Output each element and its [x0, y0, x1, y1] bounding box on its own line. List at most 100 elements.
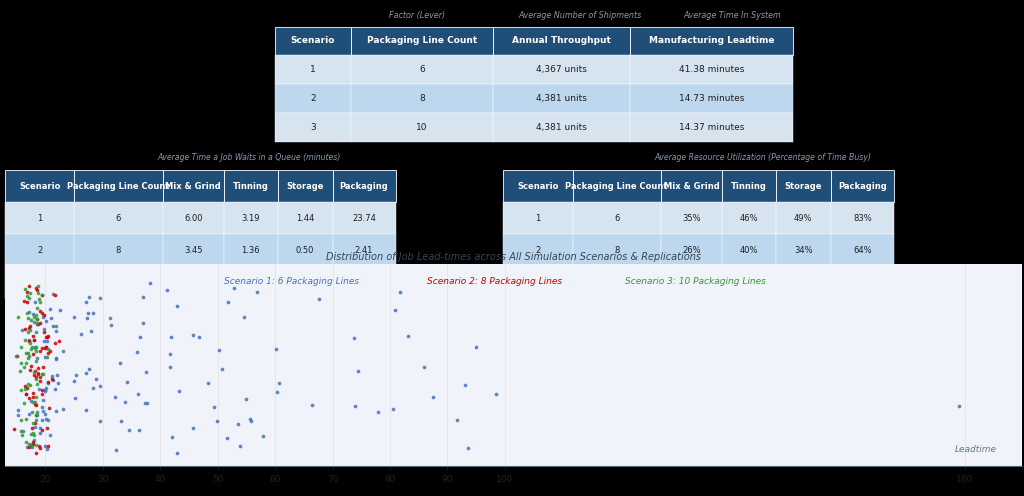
Point	[80, 310, 96, 317]
Point	[171, 387, 187, 395]
Point	[26, 389, 42, 397]
Point	[85, 309, 101, 317]
FancyBboxPatch shape	[163, 267, 223, 299]
Point	[78, 298, 94, 306]
Text: 3.45: 3.45	[184, 246, 203, 255]
Point	[29, 315, 45, 323]
Point	[25, 350, 41, 358]
Point	[39, 333, 55, 341]
Text: 1: 1	[37, 214, 42, 223]
Text: Mix & Grind: Mix & Grind	[664, 182, 719, 190]
Point	[135, 293, 152, 301]
Point	[28, 419, 44, 427]
Text: 3.22: 3.22	[184, 278, 203, 287]
Point	[345, 334, 361, 342]
Point	[20, 308, 37, 315]
Point	[26, 429, 42, 437]
Point	[91, 382, 108, 390]
Text: 35%: 35%	[682, 214, 700, 223]
Point	[135, 319, 152, 327]
FancyBboxPatch shape	[494, 27, 631, 56]
Point	[28, 449, 44, 457]
Text: 4,381 units: 4,381 units	[537, 94, 588, 103]
Point	[29, 411, 45, 419]
Text: 10: 10	[417, 123, 428, 132]
Text: 4,381 units: 4,381 units	[537, 123, 588, 132]
Point	[26, 393, 42, 401]
Point	[22, 336, 38, 344]
Point	[17, 359, 34, 367]
Point	[34, 390, 50, 398]
Point	[162, 351, 178, 359]
FancyBboxPatch shape	[278, 235, 333, 267]
Text: 64%: 64%	[853, 246, 871, 255]
Point	[42, 306, 58, 313]
Point	[457, 380, 473, 388]
FancyBboxPatch shape	[351, 113, 494, 142]
Point	[102, 321, 119, 329]
Point	[29, 354, 45, 362]
Point	[81, 293, 97, 301]
Point	[48, 326, 65, 334]
Text: 14.37 minutes: 14.37 minutes	[679, 123, 744, 132]
Point	[38, 343, 54, 351]
Point	[45, 375, 61, 383]
Text: 10: 10	[611, 278, 622, 287]
Point	[24, 397, 40, 405]
FancyBboxPatch shape	[494, 113, 631, 142]
FancyBboxPatch shape	[722, 267, 776, 299]
Point	[23, 326, 39, 334]
FancyBboxPatch shape	[5, 267, 75, 299]
Point	[30, 289, 46, 297]
Text: 8: 8	[116, 246, 121, 255]
Point	[220, 298, 237, 306]
Text: 2.32: 2.32	[354, 278, 374, 287]
Point	[48, 355, 65, 363]
FancyBboxPatch shape	[274, 113, 351, 142]
Point	[45, 290, 61, 298]
Text: Manufacturing Leadtime: Manufacturing Leadtime	[649, 37, 774, 46]
Point	[88, 375, 104, 383]
Point	[370, 408, 386, 416]
Point	[26, 336, 42, 344]
Point	[132, 333, 148, 341]
Point	[49, 372, 66, 379]
Point	[139, 399, 156, 407]
Point	[387, 307, 403, 314]
Point	[30, 370, 46, 377]
FancyBboxPatch shape	[5, 202, 75, 235]
Point	[35, 313, 51, 321]
Point	[24, 345, 40, 353]
FancyBboxPatch shape	[722, 202, 776, 235]
FancyBboxPatch shape	[278, 170, 333, 202]
Point	[38, 415, 54, 423]
FancyBboxPatch shape	[660, 235, 722, 267]
Text: Scenario: Scenario	[291, 37, 335, 46]
Point	[238, 395, 254, 403]
Point	[18, 299, 35, 307]
Text: 49%: 49%	[794, 214, 813, 223]
Point	[81, 365, 97, 373]
Point	[26, 369, 42, 376]
Point	[30, 320, 46, 328]
Point	[20, 410, 37, 418]
Point	[34, 403, 50, 411]
Point	[112, 359, 128, 367]
Point	[231, 442, 248, 450]
Point	[34, 370, 50, 377]
Text: Scenario 3: 10 Packaging Lines: Scenario 3: 10 Packaging Lines	[626, 277, 766, 286]
Text: 83%: 83%	[853, 214, 871, 223]
Point	[164, 433, 180, 441]
Point	[13, 359, 30, 367]
FancyBboxPatch shape	[660, 170, 722, 202]
Point	[26, 432, 42, 439]
Point	[32, 424, 48, 432]
Point	[117, 398, 133, 406]
Text: 6: 6	[614, 214, 620, 223]
FancyBboxPatch shape	[830, 202, 894, 235]
Point	[37, 387, 53, 395]
Point	[30, 370, 46, 378]
Point	[12, 344, 29, 352]
Point	[18, 390, 35, 398]
Point	[20, 337, 37, 345]
